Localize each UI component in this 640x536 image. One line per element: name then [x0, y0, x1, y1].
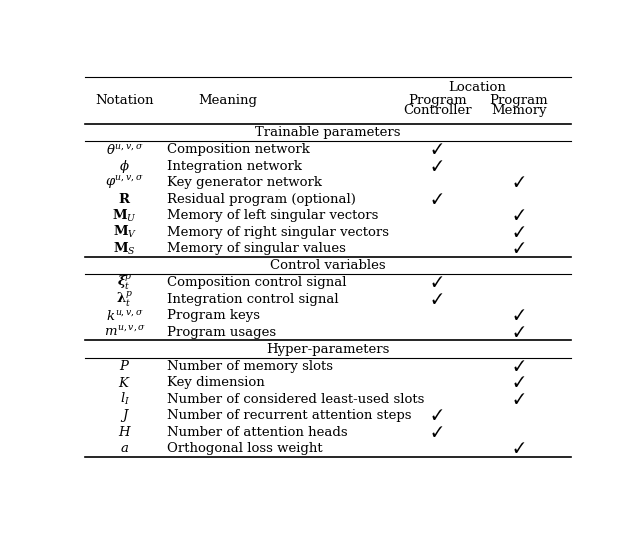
- Text: Location: Location: [448, 80, 506, 93]
- Text: Composition control signal: Composition control signal: [167, 276, 346, 289]
- Text: Controller: Controller: [403, 105, 472, 117]
- Text: $\phi$: $\phi$: [119, 158, 130, 175]
- Text: Memory of singular values: Memory of singular values: [167, 242, 346, 255]
- Text: $l_I$: $l_I$: [120, 391, 130, 407]
- Text: $\mathbf{M}_S$: $\mathbf{M}_S$: [113, 241, 136, 257]
- Text: Trainable parameters: Trainable parameters: [255, 126, 401, 139]
- Text: Key dimension: Key dimension: [167, 376, 264, 389]
- Text: Hyper-parameters: Hyper-parameters: [266, 343, 390, 355]
- Text: $\mathbf{R}$: $\mathbf{R}$: [118, 192, 131, 206]
- Text: Number of memory slots: Number of memory slots: [167, 360, 333, 373]
- Text: $H$: $H$: [118, 425, 132, 439]
- Text: $P$: $P$: [119, 359, 131, 373]
- Text: $\checkmark$: $\checkmark$: [431, 142, 444, 157]
- Text: Number of recurrent attention steps: Number of recurrent attention steps: [167, 409, 412, 422]
- Text: $\checkmark$: $\checkmark$: [513, 308, 525, 323]
- Text: $K$: $K$: [118, 376, 131, 390]
- Text: $\checkmark$: $\checkmark$: [431, 275, 444, 290]
- Text: Program keys: Program keys: [167, 309, 260, 322]
- Text: $\checkmark$: $\checkmark$: [431, 292, 444, 307]
- Text: $\varphi^{u,v,\sigma}$: $\varphi^{u,v,\sigma}$: [105, 174, 144, 191]
- Text: $\boldsymbol{\xi}_t^p$: $\boldsymbol{\xi}_t^p$: [117, 273, 132, 292]
- Text: $m^{u,v,\sigma}$: $m^{u,v,\sigma}$: [104, 325, 146, 339]
- Text: $\checkmark$: $\checkmark$: [513, 241, 525, 256]
- Text: $\theta^{u,v,\sigma}$: $\theta^{u,v,\sigma}$: [106, 143, 144, 157]
- Text: Number of considered least-used slots: Number of considered least-used slots: [167, 392, 424, 406]
- Text: Memory of left singular vectors: Memory of left singular vectors: [167, 209, 378, 222]
- Text: Program usages: Program usages: [167, 326, 276, 339]
- Text: Program: Program: [408, 94, 467, 107]
- Text: Number of attention heads: Number of attention heads: [167, 426, 348, 438]
- Text: Program: Program: [490, 94, 548, 107]
- Text: $a$: $a$: [120, 442, 129, 455]
- Text: $\checkmark$: $\checkmark$: [513, 209, 525, 224]
- Text: Meaning: Meaning: [198, 94, 257, 107]
- Text: Integration control signal: Integration control signal: [167, 293, 339, 306]
- Text: Orthogonal loss weight: Orthogonal loss weight: [167, 442, 323, 455]
- Text: $\boldsymbol{\lambda}_t^p$: $\boldsymbol{\lambda}_t^p$: [116, 289, 133, 309]
- Text: Control variables: Control variables: [270, 259, 386, 272]
- Text: Notation: Notation: [95, 94, 154, 107]
- Text: Memory of right singular vectors: Memory of right singular vectors: [167, 226, 389, 239]
- Text: $\checkmark$: $\checkmark$: [513, 391, 525, 406]
- Text: $\checkmark$: $\checkmark$: [431, 192, 444, 207]
- Text: $\checkmark$: $\checkmark$: [513, 175, 525, 190]
- Text: Key generator network: Key generator network: [167, 176, 322, 189]
- Text: $J$: $J$: [120, 407, 130, 424]
- Text: $\checkmark$: $\checkmark$: [513, 441, 525, 456]
- Text: Memory: Memory: [491, 105, 547, 117]
- Text: $\checkmark$: $\checkmark$: [513, 359, 525, 374]
- Text: $\checkmark$: $\checkmark$: [513, 325, 525, 340]
- Text: $\checkmark$: $\checkmark$: [431, 408, 444, 423]
- Text: $\mathbf{M}_U$: $\mathbf{M}_U$: [112, 208, 137, 224]
- Text: $k^{u,v,\sigma}$: $k^{u,v,\sigma}$: [106, 309, 144, 323]
- Text: $\checkmark$: $\checkmark$: [513, 225, 525, 240]
- Text: Composition network: Composition network: [167, 143, 310, 157]
- Text: $\checkmark$: $\checkmark$: [513, 375, 525, 390]
- Text: Residual program (optional): Residual program (optional): [167, 193, 356, 206]
- Text: $\checkmark$: $\checkmark$: [431, 425, 444, 440]
- Text: $\mathbf{M}_V$: $\mathbf{M}_V$: [113, 224, 137, 240]
- Text: Integration network: Integration network: [167, 160, 302, 173]
- Text: $\checkmark$: $\checkmark$: [431, 159, 444, 174]
